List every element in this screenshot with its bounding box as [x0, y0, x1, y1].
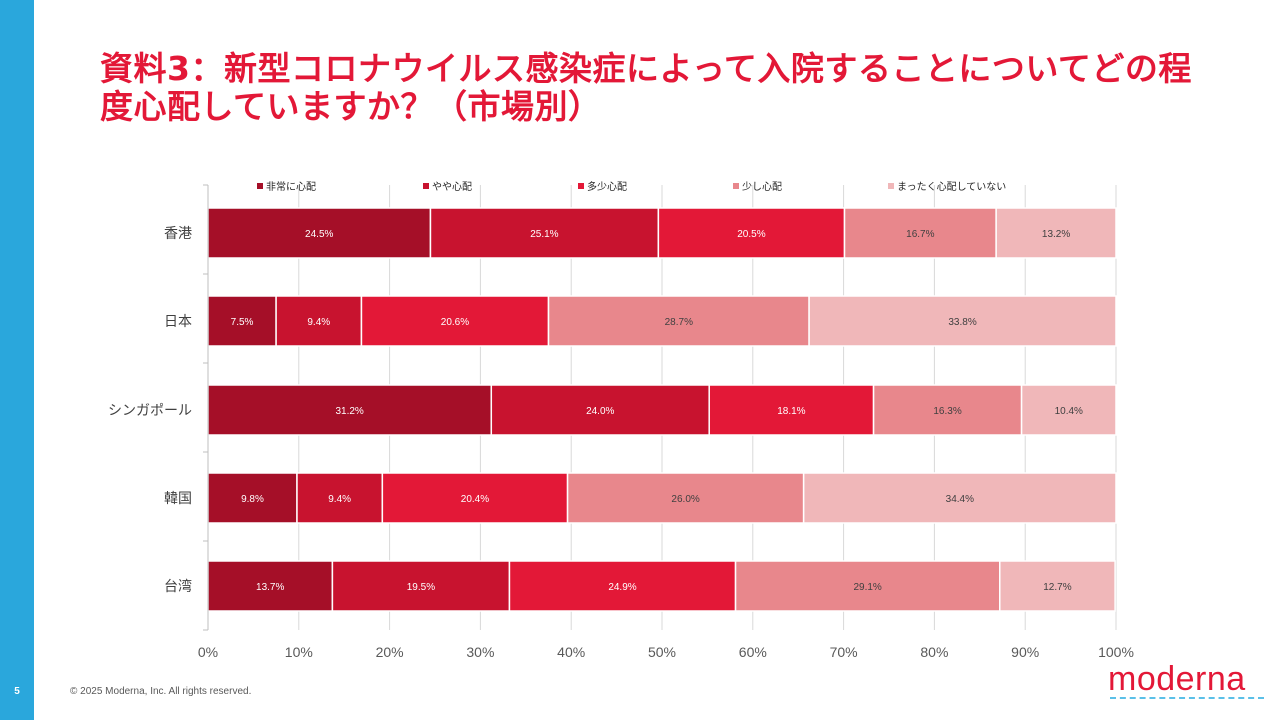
bar-segment	[490, 384, 710, 436]
legend-label: まったく心配していない	[897, 181, 1006, 193]
copyright-text: © 2025 Moderna, Inc. All rights reserved…	[70, 686, 252, 697]
category-label: 日本	[164, 314, 192, 330]
data-label: 28.7%	[665, 317, 693, 328]
x-tick-label: 70%	[830, 644, 858, 660]
bar-segment	[207, 560, 334, 612]
x-tick-label: 0%	[198, 644, 218, 660]
logo-wordmark: moderna	[1108, 660, 1246, 698]
bar-segment	[1020, 384, 1117, 436]
bar-segment	[995, 207, 1117, 259]
data-label: 29.1%	[853, 582, 881, 593]
x-tick-label: 30%	[466, 644, 494, 660]
bar-segment	[207, 207, 432, 259]
x-tick-label: 10%	[285, 644, 313, 660]
data-label: 9.4%	[328, 494, 351, 505]
data-label: 16.7%	[906, 229, 934, 240]
bar-segment	[708, 384, 875, 436]
category-label: 台湾	[164, 578, 192, 595]
legend-swatch	[423, 183, 429, 189]
data-label: 16.3%	[933, 406, 961, 417]
data-label: 12.7%	[1043, 582, 1071, 593]
legend-label: 少し心配	[742, 181, 782, 193]
data-label: 20.5%	[737, 229, 765, 240]
bar-segment	[802, 472, 1117, 524]
x-tick-label: 90%	[1011, 644, 1039, 660]
legend-label: 非常に心配	[266, 180, 316, 193]
bar-segment	[734, 560, 1001, 612]
x-tick-label: 50%	[648, 644, 676, 660]
bar-segment	[547, 295, 810, 347]
data-label: 25.1%	[530, 229, 558, 240]
x-tick-label: 60%	[739, 644, 767, 660]
data-label: 10.4%	[1055, 406, 1083, 417]
x-tick-label: 40%	[557, 644, 585, 660]
data-label: 20.4%	[461, 494, 489, 505]
page-number: 5	[14, 686, 20, 697]
bar-segment	[360, 295, 550, 347]
bar-segment	[429, 207, 660, 259]
category-label: 香港	[164, 226, 192, 242]
bar-segment	[808, 295, 1117, 347]
data-label: 19.5%	[407, 582, 435, 593]
legend-swatch	[733, 183, 739, 189]
x-tick-label: 20%	[376, 644, 404, 660]
data-label: 9.8%	[241, 494, 264, 505]
data-label: 7.5%	[231, 317, 254, 328]
legend: 非常に心配 やや心配 多少心配 少し心配 まったく心配していない	[257, 180, 1006, 193]
data-label: 13.2%	[1042, 229, 1070, 240]
bar-segment	[872, 384, 1023, 436]
category-label: シンガポール	[108, 403, 192, 419]
data-label: 20.6%	[441, 317, 469, 328]
legend-swatch	[578, 183, 584, 189]
legend-swatch	[257, 183, 263, 189]
bars: 24.5% 25.1% 20.5% 16.7% 13.2% 7.5% 9.4% 20.6% 28…	[207, 207, 1117, 612]
data-label: 33.8%	[948, 317, 976, 328]
data-label: 31.2%	[335, 406, 363, 417]
axes: 0% 10% 20% 30% 40% 50% 60% 70% 80% 90% 100% 香港日本シンガ…	[108, 184, 1134, 660]
legend-label: やや心配	[432, 181, 472, 193]
data-label: 26.0%	[671, 494, 699, 505]
bar-segment	[566, 472, 805, 524]
bar-segment	[296, 472, 384, 524]
bar-segment	[331, 560, 511, 612]
bar-segment	[508, 560, 737, 612]
side-accent-bar: 5	[0, 0, 34, 720]
stacked-bar-chart: 24.5% 25.1% 20.5% 16.7% 13.2% 7.5% 9.4% 20.6% 28…	[108, 180, 1134, 660]
bar-segment	[999, 560, 1116, 612]
data-label: 24.0%	[586, 406, 614, 417]
logo-dashed-underline	[1110, 697, 1264, 699]
bar-segment	[657, 207, 846, 259]
data-label: 24.5%	[305, 229, 333, 240]
data-label: 9.4%	[307, 317, 330, 328]
data-label: 34.4%	[946, 494, 974, 505]
data-label: 24.9%	[608, 582, 636, 593]
legend-label: 多少心配	[587, 180, 627, 193]
bar-segment	[275, 295, 363, 347]
data-label: 18.1%	[777, 406, 805, 417]
legend-swatch	[888, 183, 894, 189]
data-label: 13.7%	[256, 582, 284, 593]
x-tick-label: 100%	[1098, 644, 1134, 660]
category-label: 韓国	[164, 491, 192, 507]
slide-title: 資料3：新型コロナウイルス感染症によって入院することについてどの程度心配していま…	[100, 49, 1192, 126]
moderna-logo: moderna	[1108, 662, 1268, 702]
x-tick-label: 80%	[920, 644, 948, 660]
